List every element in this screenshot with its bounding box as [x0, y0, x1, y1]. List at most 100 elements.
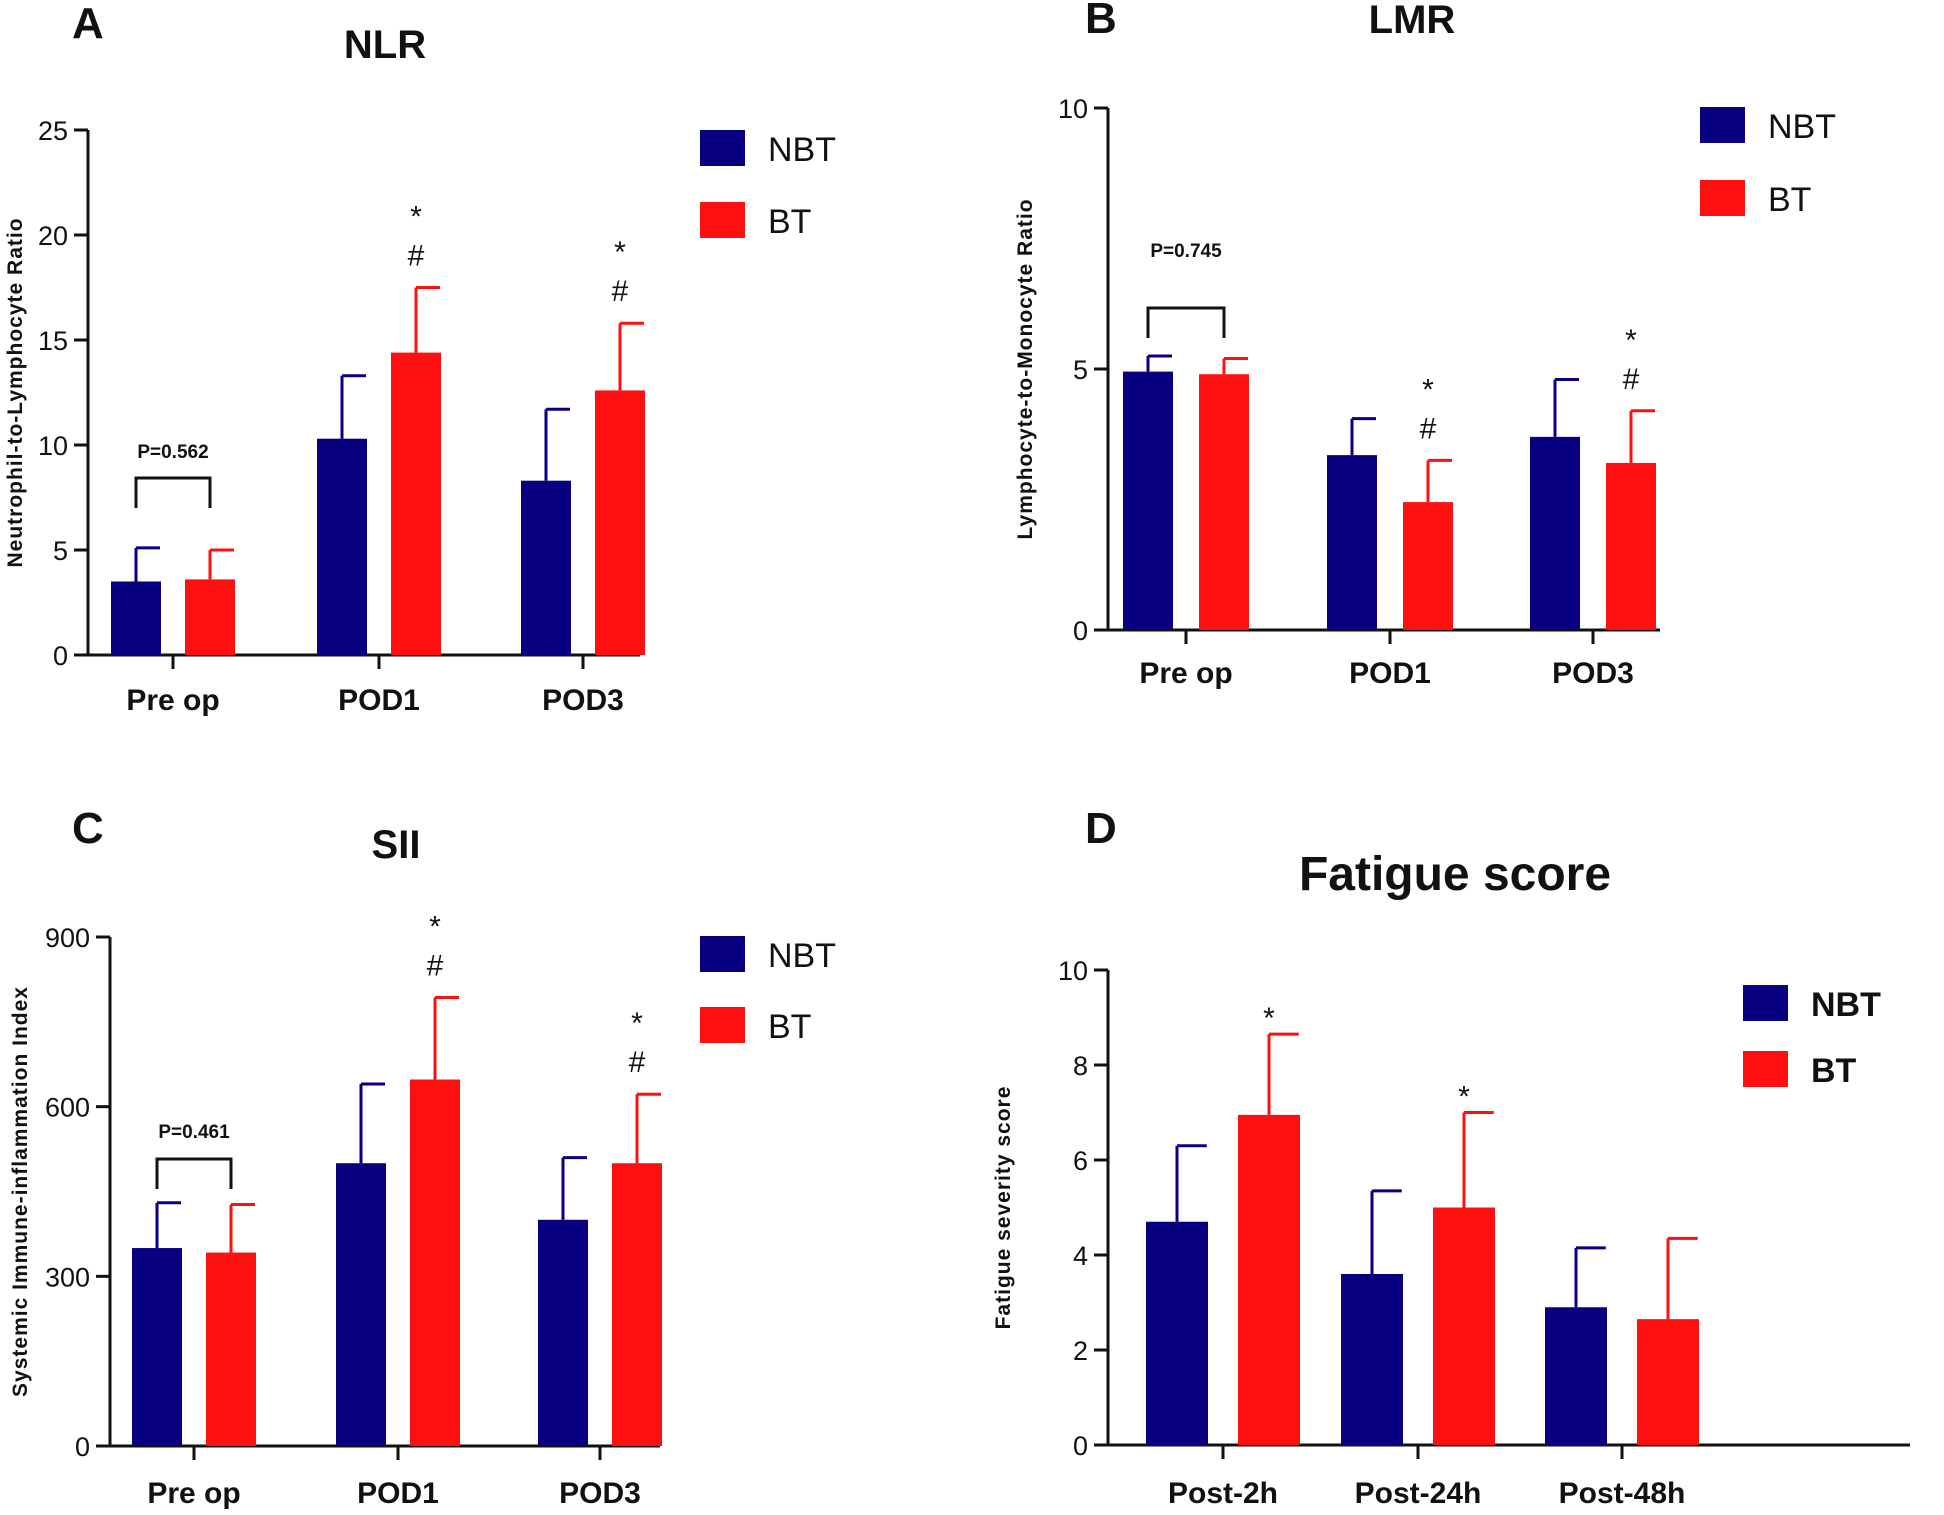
panel-d-bar-nbt-first — [1146, 1221, 1208, 1445]
panel-d-bar-nbt-third — [1545, 1307, 1607, 1445]
panel-d-y-tick-label: 2 — [1073, 1336, 1088, 1366]
panel-c-bar-bt-second — [410, 1079, 460, 1446]
panel-a-y-tick-label: 0 — [53, 641, 68, 671]
panel-d-y-tick-label: 8 — [1073, 1051, 1088, 1081]
panel-c-sii-chart: C SII 0 300 600 900 Systemic Immune-inflammati… — [9, 804, 836, 1510]
significance-hash: # — [408, 240, 425, 273]
panel-a-legend-label-nbt: NBT — [768, 131, 836, 169]
panel-a-y-tick-label: 10 — [38, 431, 68, 461]
panel-b-lmr-chart: B LMR 0 5 10 Lymphocyte-to-Monocyte Ratio Pre … — [1014, 0, 1836, 690]
panel-b-bar-bt-second — [1403, 502, 1453, 630]
panel-d-bar-nbt-second — [1341, 1274, 1403, 1445]
panel-c-title: SII — [372, 823, 421, 867]
panel-b-bar-nbt-second — [1327, 455, 1377, 630]
significance-star: * — [1625, 324, 1637, 357]
panel-c-legend-swatch-nbt — [700, 936, 745, 972]
panel-c-category-label: Pre op — [147, 1477, 240, 1510]
panel-d-y-tick-label: 4 — [1073, 1241, 1088, 1271]
panel-a-category-label: Pre op — [126, 684, 219, 717]
panel-c-bar-nbt-first — [132, 1248, 182, 1446]
significance-star: * — [1422, 373, 1434, 406]
panel-b-pvalue-label: P=0.745 — [1150, 241, 1222, 262]
significance-hash: # — [427, 950, 444, 983]
panel-a-legend-swatch-bt — [700, 202, 745, 238]
panel-a-y-axis-label: Neutrophil-to-Lymphocyte Ratio — [4, 217, 27, 567]
panel-b-pvalue-bracket — [1146, 306, 1226, 338]
panel-d-legend-label-bt: BT — [1811, 1052, 1857, 1090]
panel-a-bar-nbt-first — [111, 581, 161, 655]
panel-a-pvalue-bracket — [134, 476, 212, 508]
panel-d-category-label: Post-24h — [1355, 1477, 1482, 1510]
panel-b-legend-swatch-bt — [1700, 180, 1745, 216]
panel-c-category-label: POD1 — [357, 1477, 439, 1510]
panel-c-legend-label-nbt: NBT — [768, 937, 836, 975]
panel-b-y-tick-label: 5 — [1073, 355, 1088, 385]
significance-hash: # — [612, 275, 629, 308]
panel-d-y-tick-label: 6 — [1073, 1146, 1088, 1176]
panel-a-bar-nbt-third — [521, 480, 571, 655]
panel-d-bar-bt-second — [1433, 1207, 1495, 1445]
panel-a-letter: A — [72, 0, 104, 48]
panel-a-bar-nbt-second — [317, 438, 367, 655]
panel-a-nlr-chart: A NLR 0 5 10 15 20 25 Neutrophil-to-Lymphocyte R… — [4, 0, 836, 717]
panel-b-legend-label-bt: BT — [1768, 181, 1811, 219]
panel-b-title: LMR — [1369, 0, 1456, 42]
panel-a-y-tick-label: 20 — [38, 221, 68, 251]
panel-b-y-tick-label: 0 — [1073, 616, 1088, 646]
panel-d-title: Fatigue score — [1299, 848, 1611, 901]
panel-d-legend-swatch-nbt — [1743, 985, 1788, 1021]
significance-hash: # — [629, 1046, 646, 1079]
panel-d-letter: D — [1085, 804, 1117, 853]
panel-b-legend-label-nbt: NBT — [1768, 108, 1836, 146]
panel-a-bar-bt-first — [185, 579, 235, 655]
panel-c-y-tick-label: 300 — [45, 1262, 90, 1292]
panel-c-legend-swatch-bt — [700, 1007, 745, 1043]
panel-d-category-label: Post-2h — [1168, 1477, 1278, 1510]
panel-c-bar-nbt-third — [538, 1219, 588, 1446]
panel-d-y-tick-label: 10 — [1058, 956, 1088, 986]
panel-a-pvalue-label: P=0.562 — [137, 442, 208, 463]
panel-a-bar-bt-third — [595, 390, 645, 655]
panel-d-legend-label-nbt: NBT — [1811, 986, 1881, 1024]
panel-c-y-tick-label: 0 — [75, 1432, 90, 1462]
panel-b-letter: B — [1085, 0, 1117, 43]
panel-d-y-axis-label: Fatigue severity score — [992, 1086, 1015, 1330]
panel-b-category-label: POD3 — [1552, 657, 1634, 690]
panel-a-y-tick-label: 5 — [53, 536, 68, 566]
significance-hash: # — [1623, 363, 1640, 396]
panel-a-title: NLR — [344, 23, 426, 67]
panel-d-fatigue-chart: D Fatigue score 0 2 4 6 8 10 Fatigue severity sc… — [992, 804, 1910, 1510]
panel-c-pvalue-label: P=0.461 — [158, 1122, 230, 1143]
significance-star: * — [614, 236, 626, 269]
panel-b-y-tick-label: 10 — [1058, 94, 1088, 124]
panel-a-bar-bt-second — [391, 352, 441, 655]
panel-c-category-label: POD3 — [559, 1477, 641, 1510]
panel-c-pvalue-bracket — [155, 1157, 233, 1189]
panel-d-bar-bt-first — [1238, 1114, 1300, 1445]
panel-a-legend-label-bt: BT — [768, 203, 811, 241]
panel-b-category-label: POD1 — [1349, 657, 1431, 690]
panel-d-bar-bt-third — [1637, 1319, 1699, 1445]
panel-b-bar-nbt-third — [1530, 436, 1580, 630]
panel-b-bar-nbt-first — [1123, 371, 1173, 630]
panel-c-letter: C — [72, 804, 104, 853]
significance-star: * — [1458, 1081, 1470, 1114]
panel-a-y-tick-label: 15 — [38, 326, 68, 356]
panel-b-category-label: Pre op — [1139, 657, 1232, 690]
panel-a-category-label: POD1 — [338, 684, 420, 717]
panel-d-legend-swatch-bt — [1743, 1051, 1788, 1087]
panel-b-legend-swatch-nbt — [1700, 107, 1745, 143]
significance-hash: # — [1420, 412, 1437, 445]
panel-c-legend-label-bt: BT — [768, 1008, 811, 1046]
significance-star: * — [410, 201, 422, 234]
panel-c-bar-bt-first — [206, 1252, 256, 1446]
panel-c-bar-nbt-second — [336, 1163, 386, 1446]
panel-a-y-tick-label: 25 — [38, 116, 68, 146]
panel-d-category-label: Post-48h — [1559, 1477, 1686, 1510]
panel-b-bar-bt-first — [1199, 374, 1249, 630]
panel-b-bar-bt-third — [1606, 462, 1656, 630]
panel-d-y-tick-label: 0 — [1073, 1431, 1088, 1461]
panel-c-y-axis-label: Systemic Immune-inflammation Index — [9, 986, 32, 1397]
panel-a-category-label: POD3 — [542, 684, 624, 717]
